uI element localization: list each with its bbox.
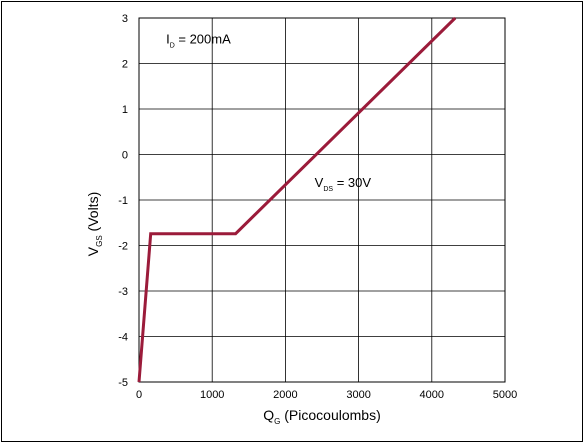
x-axis-label: QG (Picocoulombs) xyxy=(263,407,381,426)
y-tick-label: -4 xyxy=(118,332,128,344)
plot-area-border xyxy=(138,17,506,383)
y-tick-label: 3 xyxy=(122,13,128,25)
series-layer xyxy=(137,16,457,383)
x-tick-label: 0 xyxy=(136,389,142,401)
x-tick-label: 5000 xyxy=(493,389,517,401)
x-tick-label: 3000 xyxy=(346,389,370,401)
y-tick-label: 1 xyxy=(122,104,128,116)
y-tick-label: 2 xyxy=(122,59,128,71)
annotation-label: ID = 200mA xyxy=(166,31,231,49)
y-tick-label: -1 xyxy=(118,195,128,207)
grid-layer xyxy=(139,18,505,382)
label-layer: QG (Picocoulombs) VGS (Volts) ID = 200mA VD… xyxy=(85,31,381,426)
annotation-label: VDS = 30V xyxy=(315,175,372,193)
y-tick-label: -2 xyxy=(118,241,128,253)
y-tick-label: -3 xyxy=(118,286,128,298)
x-tick-label: 2000 xyxy=(273,389,297,401)
y-tick-label: 0 xyxy=(122,150,128,162)
x-tick-label: 4000 xyxy=(420,389,444,401)
y-axis-label: VGS (Volts) xyxy=(85,192,104,256)
x-tick-label: 1000 xyxy=(200,389,224,401)
tick-label-layer: 0 1000 2000 3000 4000 5000 3 2 1 0 -1 -2 -3 -4 -5 xyxy=(118,13,517,401)
series-line xyxy=(137,16,457,383)
y-tick-label: -5 xyxy=(118,377,128,389)
